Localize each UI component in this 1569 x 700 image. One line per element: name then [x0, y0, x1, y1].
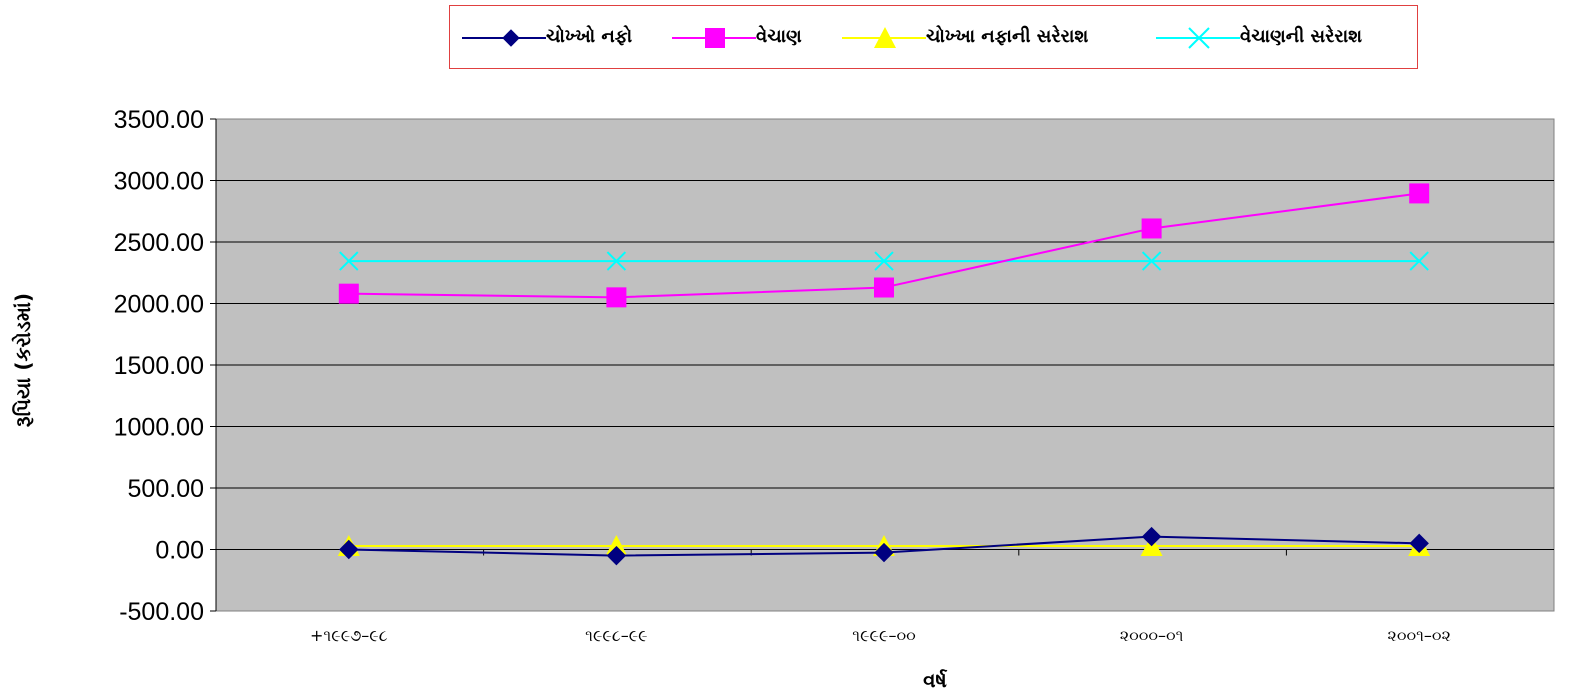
- series-0: [339, 526, 1429, 566]
- data-point-x: [1141, 251, 1162, 271]
- legend-marker-x: [1156, 27, 1240, 49]
- data-point-diamond: [1409, 533, 1429, 554]
- x-tick-label: ૨૦૦૦–૦૧: [1120, 626, 1184, 645]
- y-tick-label: 0.00: [155, 537, 204, 565]
- y-tick-label: 3500.00: [114, 106, 204, 134]
- y-tick-label: 1000.00: [114, 414, 204, 442]
- data-point-x: [874, 251, 894, 271]
- legend-marker-diamond: [462, 29, 546, 47]
- legend-label-sales: વેચાણ: [756, 26, 802, 47]
- data-point-square: [606, 287, 627, 308]
- series-1: [338, 183, 1430, 308]
- y-axis-title: રૂપિયા (કરોડમાં): [11, 292, 35, 428]
- y-tick-label: 3000.00: [114, 168, 204, 196]
- legend-item-net-profit: ચોખ્ખો નફો: [462, 24, 632, 52]
- data-point-square: [1141, 218, 1162, 239]
- data-point-x: [339, 251, 359, 271]
- series-group: [337, 183, 1431, 566]
- x-tick-label: ૨૦૦૧–૦૨: [1387, 626, 1451, 645]
- data-point-diamond: [339, 539, 359, 560]
- x-tick-label: +૧૯૯૭–૯૮: [310, 626, 388, 645]
- y-tick-label: -500.00: [119, 598, 204, 626]
- x-axis-title: વર્ષ: [923, 668, 947, 692]
- x-tick-label: ૧૯૯૯–૦૦: [852, 626, 916, 645]
- legend-label-net-profit-average: ચોખ્ખા નફાની સરેરાશ: [926, 26, 1089, 47]
- data-point-square: [1409, 183, 1430, 204]
- y-tick-label: 500.00: [128, 475, 204, 503]
- legend: ચોખ્ખો નફો વેચાણ ચોખ્ખા નફાની સરેરાશ વેચ…: [449, 5, 1418, 69]
- data-point-diamond: [606, 545, 627, 566]
- data-point-square: [874, 277, 894, 298]
- y-tick-label: 2000.00: [114, 291, 204, 319]
- x-tick-labels: +૧૯૯૭–૯૮ ૧૯૯૮–૯૯ ૧૯૯૯–૦૦ ૨૦૦૦–૦૧ ૨૦૦૧–૦૨: [310, 626, 1451, 645]
- legend-label-net-profit: ચોખ્ખો નફો: [546, 26, 633, 47]
- data-point-x: [1409, 251, 1429, 271]
- legend-item-net-profit-average: ચોખ્ખા નફાની સરેરાશ: [842, 24, 1088, 52]
- legend-marker-square: [672, 28, 756, 48]
- legend-item-sales: વેચાણ: [672, 24, 802, 52]
- legend-label-sales-average: વેચાણની સરેરાશ: [1240, 26, 1363, 47]
- data-point-x: [606, 251, 627, 271]
- legend-marker-triangle: [842, 27, 926, 48]
- legend-item-sales-average: વેચાણની સરેરાશ: [1156, 24, 1362, 52]
- data-point-diamond: [874, 542, 894, 563]
- y-tick-label: 2500.00: [114, 229, 204, 257]
- series-3: [339, 251, 1429, 271]
- data-point-diamond: [1141, 526, 1162, 547]
- data-point-square: [338, 283, 359, 304]
- y-tick-label: 1500.00: [114, 352, 204, 380]
- y-tick-labels: -500.00 0.00 500.00 1000.00 1500.00 2000.00 25…: [114, 106, 204, 626]
- x-tick-label: ૧૯૯૮–૯૯: [585, 626, 648, 645]
- data-point-triangle: [605, 535, 628, 557]
